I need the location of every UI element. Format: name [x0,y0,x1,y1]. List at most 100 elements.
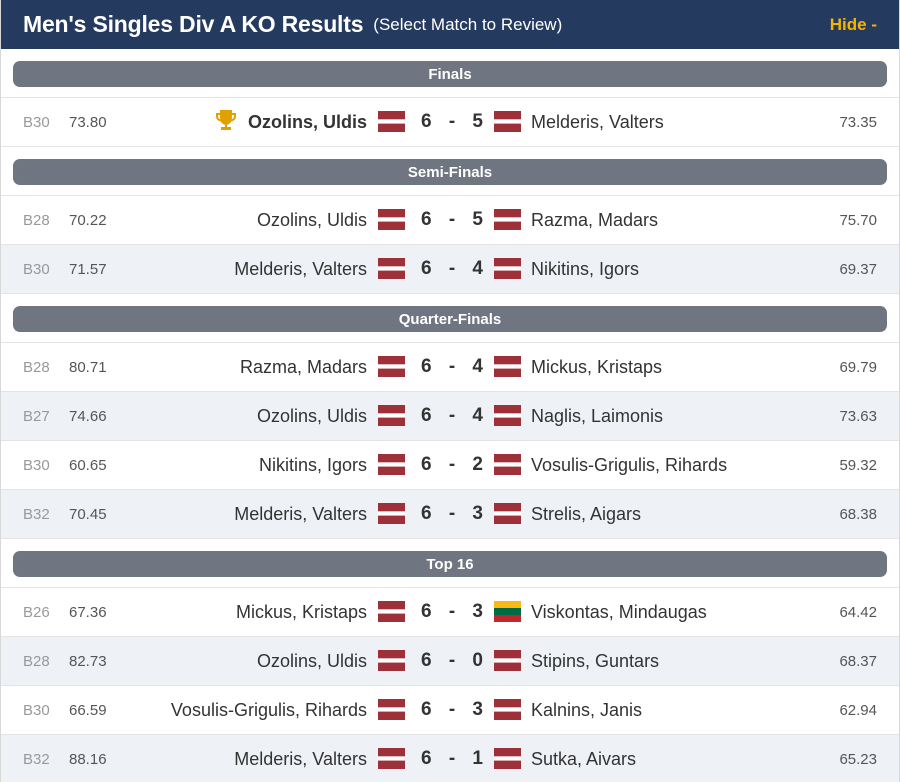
left-score: 6 [421,454,432,475]
left-player: Nikitins, Igors [259,455,367,476]
match-row[interactable]: B30 60.65 Nikitins, Igors 6-2 Vosulis-Grigul… [1,441,899,490]
right-player-name: Razma, Madars [531,209,659,230]
match-row[interactable]: B30 71.57 Melderis, Valters 6-4 Nikitins, Ig… [1,245,899,294]
latvia-flag-icon [378,209,405,230]
left-average: 66.59 [69,701,107,719]
round-header: Finals [13,61,887,87]
right-average: 59.32 [839,456,877,474]
right-average: 69.79 [839,358,877,376]
latvia-flag-icon [378,699,405,720]
latvia-flag-icon [494,258,521,279]
board-number: B28 [23,652,50,670]
latvia-flag-icon [494,111,521,132]
right-average: 68.38 [839,505,877,523]
match-row[interactable]: B32 88.16 Melderis, Valters 6-1 Sutka, Aivar… [1,735,899,782]
board-number: B28 [23,211,50,229]
results-header: Men's Singles Div A KO Results (Select M… [1,0,899,49]
left-average: 70.22 [69,211,107,229]
left-player-name: Ozolins, Uldis [256,405,367,426]
left-score: 6 [421,699,432,720]
right-score: 4 [472,405,483,426]
right-player-name: Naglis, Laimonis [531,405,664,426]
score-separator: - [448,601,456,622]
match-score: 6-4 [421,356,483,378]
latvia-flag-icon [378,650,405,671]
score-separator: - [448,356,456,377]
left-average: 60.65 [69,456,107,474]
latvia-flag-icon [378,601,405,622]
latvia-flag-icon [494,503,521,524]
left-player: Mickus, Kristaps [236,602,367,623]
left-average: 70.45 [69,505,107,523]
left-average: 74.66 [69,407,107,425]
score-separator: - [448,748,456,769]
match-row[interactable]: B26 67.36 Mickus, Kristaps 6-3 Viskontas, Mi… [1,588,899,637]
right-player-name: Viskontas, Mindaugas [531,601,707,622]
right-score: 4 [472,356,483,377]
latvia-flag-icon [494,405,521,426]
latvia-flag-icon [494,650,521,671]
latvia-flag-icon [494,748,521,769]
right-score: 3 [472,601,483,622]
round-header: Semi-Finals [13,159,887,185]
match-score: 6-5 [421,111,483,133]
match-row[interactable]: B28 80.71 Razma, Madars 6-4 Mickus, Kristaps… [1,343,899,392]
left-player-name: Ozolins, Uldis [247,111,367,132]
right-average: 65.23 [839,750,877,768]
page-title: Men's Singles Div A KO Results [23,11,364,37]
board-number: B30 [23,260,50,278]
left-player: Razma, Madars [240,357,367,378]
board-number: B28 [23,358,50,376]
right-score: 3 [472,699,483,720]
latvia-flag-icon [494,454,521,475]
match-score: 6-4 [421,405,483,427]
match-score: 6-3 [421,601,483,623]
latvia-flag-icon [378,454,405,475]
lithuania-flag-icon [494,601,521,622]
board-number: B30 [23,701,50,719]
board-number: B32 [23,505,50,523]
match-score: 6-0 [421,650,483,672]
right-player-name: Vosulis-Grigulis, Rihards [531,454,728,475]
board-number: B30 [23,113,50,131]
right-average: 68.37 [839,652,877,670]
right-player-name: Stipins, Guntars [531,650,660,671]
match-row[interactable]: B27 74.66 Ozolins, Uldis 6-4 Naglis, Laimoni… [1,392,899,441]
match-row[interactable]: B28 70.22 Ozolins, Uldis 6-5 Razma, Madars 75… [1,196,899,245]
match-row[interactable]: B30 73.80 Ozolins, Uldis 6-5 Melderis, Valte… [1,98,899,147]
right-score: 1 [472,748,483,769]
score-separator: - [448,699,456,720]
latvia-flag-icon [378,258,405,279]
left-score: 6 [421,650,432,671]
left-score: 6 [421,209,432,230]
right-player-name: Nikitins, Igors [531,258,640,279]
right-player-name: Mickus, Kristaps [531,356,663,377]
left-score: 6 [421,111,432,132]
hide-button[interactable]: Hide - [829,14,877,34]
left-score: 6 [421,503,432,524]
board-number: B30 [23,456,50,474]
left-player: Ozolins, Uldis [257,210,367,231]
right-average: 62.94 [839,701,877,719]
left-score: 6 [421,405,432,426]
left-player: Ozolins, Uldis [257,651,367,672]
left-score: 6 [421,748,432,769]
match-score: 6-3 [421,503,483,525]
left-score: 6 [421,356,432,377]
trophy-icon [214,108,238,137]
right-player-name: Kalnins, Janis [531,699,643,720]
score-separator: - [448,405,456,426]
round-header: Top 16 [13,551,887,577]
match-row[interactable]: B32 70.45 Melderis, Valters 6-3 Strelis, Aig… [1,490,899,539]
match-row[interactable]: B30 66.59 Vosulis-Grigulis, Rihards 6-3 Kaln… [1,686,899,735]
right-average: 69.37 [839,260,877,278]
left-player: Vosulis-Grigulis, Rihards [171,700,367,721]
latvia-flag-icon [494,699,521,720]
left-player-name: Ozolins, Uldis [256,650,367,671]
match-row[interactable]: B28 82.73 Ozolins, Uldis 6-0 Stipins, Guntar… [1,637,899,686]
score-separator: - [448,454,456,475]
right-score: 3 [472,503,483,524]
left-player-name: Melderis, Valters [234,258,367,279]
round-divider [1,577,899,588]
